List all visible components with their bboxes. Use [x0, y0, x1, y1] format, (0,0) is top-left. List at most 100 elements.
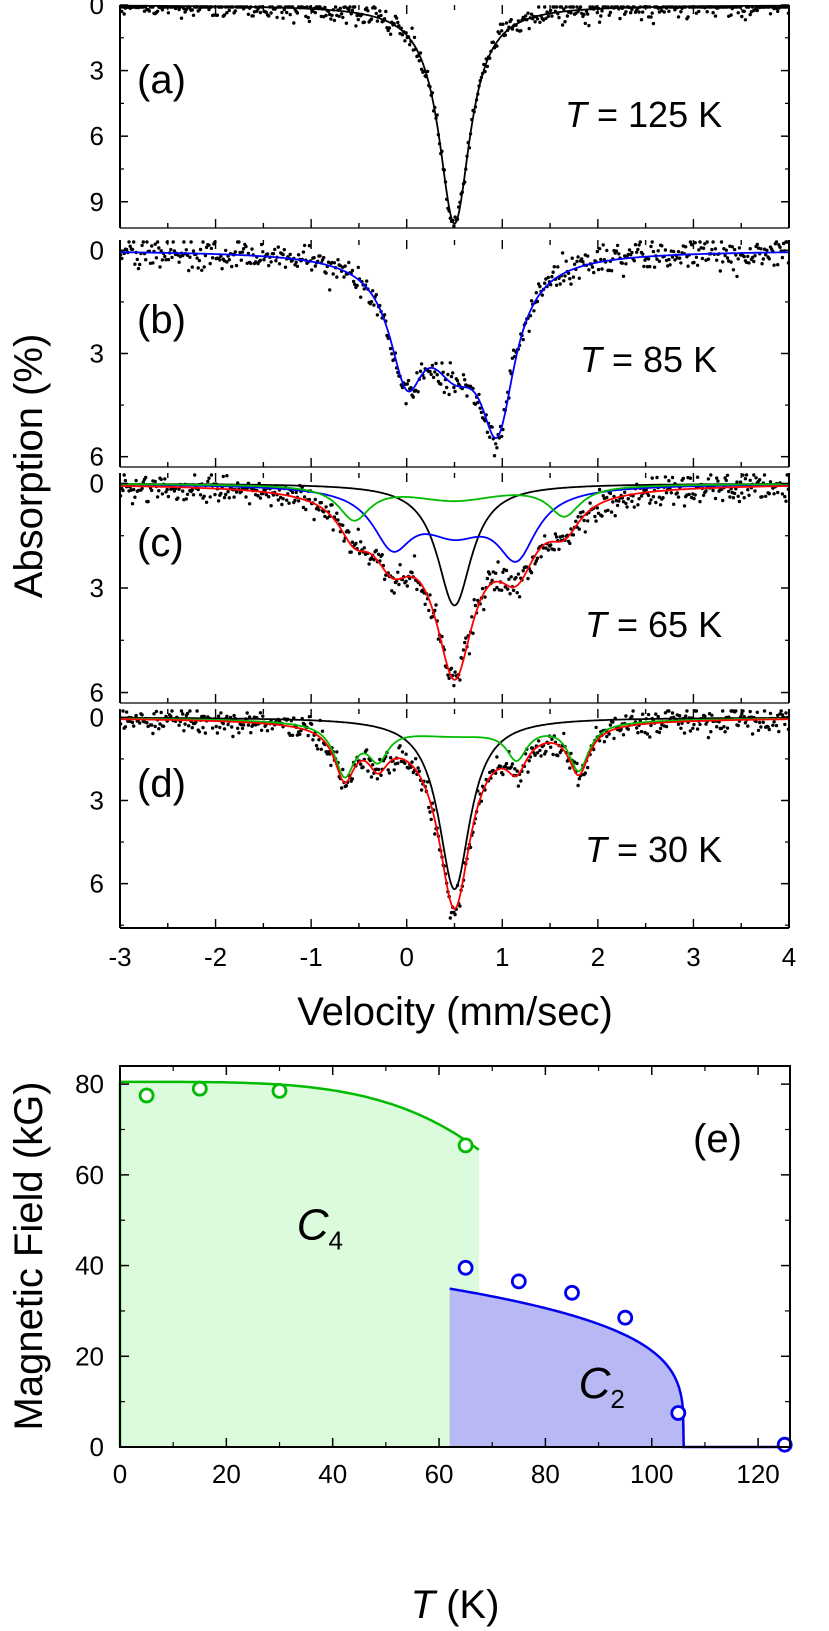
data-point: [153, 242, 157, 246]
data-point: [150, 723, 154, 727]
data-point: [713, 247, 718, 251]
data-point: [568, 541, 572, 546]
data-point: [583, 21, 587, 26]
data-point: [692, 722, 696, 727]
data-point: [244, 244, 248, 249]
fit-curve-00bb00: [120, 483, 789, 522]
data-point: [715, 725, 719, 729]
data-point: [135, 257, 139, 262]
data-point: [158, 722, 162, 726]
data-point: [349, 550, 353, 554]
data-point: [288, 252, 292, 257]
data-point: [224, 248, 228, 253]
data-point: [410, 26, 414, 30]
data-point: [577, 276, 581, 280]
data-point: [267, 495, 271, 499]
data-point: [146, 499, 150, 504]
data-point: [582, 12, 586, 17]
data-point: [196, 266, 200, 270]
data-point: [639, 729, 644, 734]
data-point: [657, 259, 662, 263]
data-point: [274, 259, 278, 263]
data-point: [685, 709, 689, 713]
data-point: [746, 488, 750, 492]
data-point: [777, 729, 781, 734]
data-point: [280, 502, 284, 507]
y-tick-label: 9: [90, 187, 104, 217]
data-point: [637, 243, 641, 247]
data-point: [503, 585, 507, 589]
data-point-c4: [191, 1080, 208, 1097]
data-point: [428, 369, 432, 374]
data-point: [526, 576, 530, 581]
data-point: [403, 39, 407, 43]
data-point: [394, 579, 399, 583]
data-point: [267, 263, 271, 268]
data-point: [649, 244, 653, 249]
data-point: [636, 503, 640, 507]
data-point: [629, 11, 633, 15]
data-point: [277, 262, 282, 266]
data-point: [771, 723, 775, 727]
data-point: [576, 783, 580, 788]
data-point: [608, 723, 613, 727]
data-point: [464, 636, 468, 640]
data-point: [232, 713, 236, 718]
data-point: [323, 5, 327, 10]
data-point: [504, 568, 509, 573]
data-point: [440, 634, 444, 639]
data-point: [568, 277, 572, 281]
data-point: [150, 244, 154, 248]
data-point: [445, 385, 449, 390]
data-point: [222, 13, 227, 17]
data-point: [670, 711, 675, 715]
data-point: [735, 480, 739, 484]
data-point: [396, 20, 400, 25]
data-point: [187, 268, 191, 273]
data-point: [350, 777, 355, 781]
data-point: [627, 248, 632, 252]
temperature-value: 65 K: [648, 604, 722, 645]
data-point: [706, 477, 711, 481]
data-point: [664, 491, 669, 495]
data-point: [213, 492, 217, 497]
data-point: [613, 514, 617, 518]
data-point: [184, 497, 188, 501]
data-point: [216, 714, 221, 718]
data-point: [521, 569, 525, 573]
data-point: [709, 730, 713, 734]
data-point: [516, 784, 521, 788]
data-point: [650, 476, 654, 480]
data-point: [645, 732, 650, 736]
data-point: [267, 14, 271, 18]
temperature-label: T = 65 K: [585, 604, 722, 645]
data-point: [559, 5, 564, 9]
data-point: [392, 768, 396, 772]
data-point: [198, 493, 203, 497]
data-point: [130, 720, 135, 725]
data-point: [285, 10, 289, 15]
data-point: [646, 493, 651, 498]
data-point: [556, 753, 560, 758]
data-point: [698, 240, 702, 244]
data-point: [496, 560, 500, 564]
data-point: [479, 799, 484, 803]
data-point: [138, 262, 142, 267]
data-point: [511, 588, 516, 593]
data-point: [565, 14, 570, 18]
data-point: [539, 555, 543, 559]
data-point: [776, 490, 780, 495]
data-point: [510, 27, 515, 31]
data-point: [355, 283, 359, 288]
data-point: [215, 13, 220, 17]
data-point: [302, 495, 307, 499]
data-point: [715, 258, 719, 262]
data-point: [150, 488, 154, 493]
data-point: [448, 361, 452, 365]
data-point: [605, 248, 609, 253]
data-point: [554, 283, 559, 287]
data-point: [385, 333, 389, 338]
data-point: [648, 735, 652, 739]
data-point: [415, 587, 419, 592]
data-point: [265, 252, 270, 256]
